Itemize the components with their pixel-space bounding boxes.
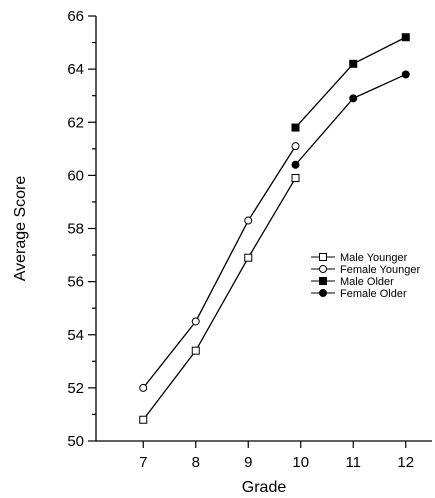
legend-marker xyxy=(319,289,327,297)
axes: 50 52 54 56 58 60 62 64 66 7 8 9 10 11 12 xyxy=(67,8,432,471)
series-line xyxy=(295,73,407,166)
legend-item: Female Older xyxy=(311,288,407,300)
legend-label: Male Younger xyxy=(340,252,408,264)
data-point xyxy=(291,160,300,169)
x-tick-label: 10 xyxy=(292,454,309,471)
series-3 xyxy=(291,70,410,169)
data-point xyxy=(291,123,300,132)
y-tick-label: 60 xyxy=(67,167,84,184)
y-tick-label: 58 xyxy=(67,221,84,238)
series-line xyxy=(142,145,297,389)
series-line xyxy=(142,177,297,421)
x-tick-label: 9 xyxy=(244,454,252,471)
y-tick-label: 64 xyxy=(67,61,84,78)
data-point xyxy=(401,70,410,79)
legend-marker xyxy=(319,265,327,273)
legend-marker xyxy=(319,253,327,261)
data-point xyxy=(244,253,253,262)
y-tick-label: 52 xyxy=(67,380,84,397)
x-tick-label: 11 xyxy=(345,454,361,471)
data-point xyxy=(139,383,148,392)
x-tick-label: 12 xyxy=(397,454,414,471)
x-axis-title: Grade xyxy=(242,479,287,496)
x-tick-label: 8 xyxy=(192,454,200,471)
data-point xyxy=(191,317,200,326)
data-point xyxy=(244,216,253,225)
data-point xyxy=(291,142,300,151)
data-point xyxy=(139,415,148,424)
legend-item: Male Younger xyxy=(311,252,408,264)
legend-marker xyxy=(319,277,327,285)
data-point xyxy=(349,94,358,103)
series-1 xyxy=(139,142,300,392)
legend-item: Male Older xyxy=(311,276,394,288)
data-point xyxy=(349,59,358,68)
y-tick-label: 62 xyxy=(67,114,84,131)
legend-item: Female Younger xyxy=(311,264,420,276)
legend-label: Female Older xyxy=(340,288,407,300)
series-0 xyxy=(139,174,300,424)
y-tick-label: 56 xyxy=(67,274,84,291)
data-point xyxy=(191,346,200,355)
legend-label: Female Younger xyxy=(340,264,420,276)
y-tick-label: 66 xyxy=(67,8,84,25)
y-tick-label: 50 xyxy=(67,433,84,450)
data-point xyxy=(401,33,410,42)
y-axis-title: Average Score xyxy=(12,176,29,282)
legend-label: Male Older xyxy=(340,276,394,288)
series-2 xyxy=(291,33,410,132)
series-layer xyxy=(139,33,410,424)
y-tick-label: 54 xyxy=(67,327,84,344)
data-point xyxy=(291,174,300,183)
x-tick-label: 7 xyxy=(139,454,147,471)
